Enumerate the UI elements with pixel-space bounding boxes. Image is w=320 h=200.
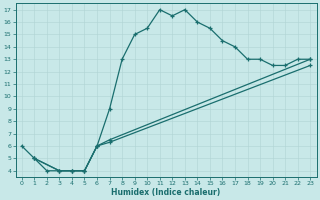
X-axis label: Humidex (Indice chaleur): Humidex (Indice chaleur) xyxy=(111,188,221,197)
